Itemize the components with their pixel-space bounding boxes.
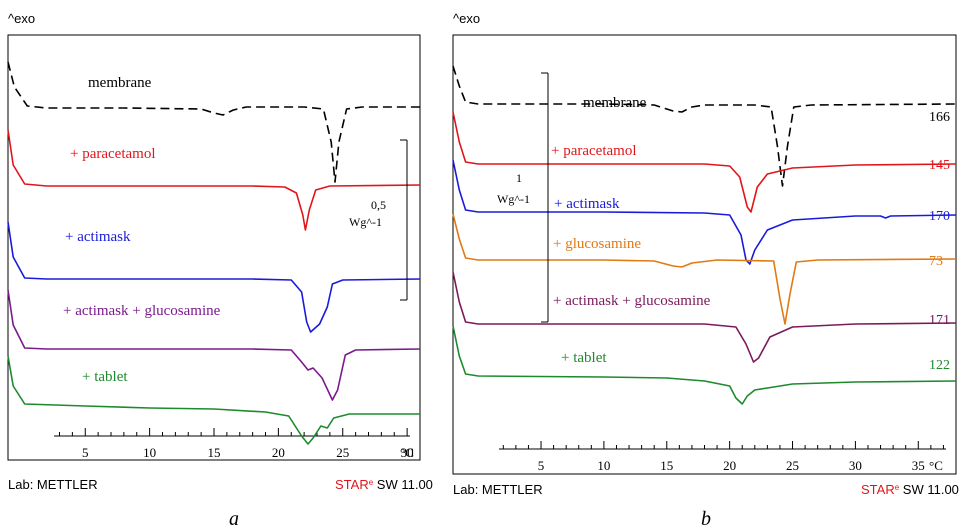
panel-b-footer-software: STARe SW 11.00 (861, 482, 959, 497)
panel-b-curve-actimask-glucosamine (452, 271, 957, 363)
panel-a-label-membrane: membrane (88, 75, 152, 91)
panel-a-footer-lab: Lab: METTLER (8, 477, 98, 492)
panel-b-frame (452, 34, 957, 475)
panel-a-exo-label: ^exo (8, 11, 35, 26)
x-tick-label: 35 (912, 458, 925, 473)
x-tick-label: 30 (849, 458, 862, 473)
panel-b-end-label-actimask-glucosamine: 171 (929, 313, 950, 328)
panel-b-caption: b (701, 508, 711, 530)
panel-b-x-unit: °C (929, 458, 943, 473)
panel-b-curve-glucosamine (452, 213, 957, 325)
panel-b-scale-value: 1 (516, 171, 522, 185)
panel-b-label-membrane: membrane (583, 95, 647, 111)
panel-b-curve-paracetamol (452, 111, 957, 213)
panel-a-x-axis (54, 428, 410, 437)
x-tick-label: 20 (723, 458, 736, 473)
panel-b-x-axis (499, 441, 946, 450)
panel-a-curve-tablet (7, 355, 420, 445)
x-tick-label: 10 (597, 458, 610, 473)
panel-a-curves (7, 61, 421, 445)
panel-a-caption: a (229, 508, 239, 530)
panel-b-label-glucosamine: + glucosamine (553, 236, 641, 252)
panel-b-scale-unit: Wg^-1 (497, 192, 530, 206)
panel-b-end-label-actimask: 170 (929, 209, 950, 224)
x-tick-label: 15 (660, 458, 673, 473)
panel-a-curve-actimask-glucosamine (7, 289, 421, 401)
panel-a-x-tick-labels: 5 10 15 20 25 30 (82, 445, 414, 460)
panel-b-end-label-membrane: 166 (929, 110, 950, 125)
panel-a-x-unit: °C (400, 445, 414, 460)
panel-a-curve-membrane (7, 61, 420, 183)
panel-a-label-paracetamol: + paracetamol (70, 146, 156, 162)
panel-a-scale-bar: 0,5 Wg^-1 (349, 139, 408, 301)
panel-b-curve-tablet (452, 325, 957, 405)
panel-b-label-actimask-glucosamine: + actimask + glucosamine (553, 293, 711, 309)
panel-b-label-paracetamol: + paracetamol (551, 143, 637, 159)
panel-b-end-label-glucosamine: 73 (929, 254, 943, 269)
panel-b-label-actimask: + actimask (554, 196, 620, 212)
panel-b-curve-membrane (452, 65, 957, 187)
panel-a-scale-unit: Wg^-1 (349, 215, 382, 229)
panel-b-end-label-tablet: 122 (929, 358, 950, 373)
panel-b-curve-actimask (452, 159, 957, 265)
panel-a-curve-paracetamol (7, 129, 421, 231)
x-tick-label: 10 (143, 445, 156, 460)
panel-b-exo-label: ^exo (453, 11, 480, 26)
x-tick-label: 15 (208, 445, 221, 460)
panel-a-curve-actimask (7, 221, 421, 333)
x-tick-label: 30 (401, 445, 414, 460)
panel-a-label-actimask: + actimask (65, 229, 131, 245)
x-tick-label: 25 (786, 458, 799, 473)
panel-b-label-tablet: + tablet (561, 350, 607, 366)
panel-b-x-tick-labels: 5 10 15 20 25 30 35 (538, 458, 925, 473)
panel-a-label-tablet: + tablet (82, 369, 128, 385)
panel-a-label-actimask-glucosamine: + actimask + glucosamine (63, 303, 221, 319)
panel-a-scale-value: 0,5 (371, 198, 386, 212)
panel-a: ^exo 5 10 15 20 25 30 °C membrane + paracetam… (7, 11, 433, 530)
x-tick-label: 20 (272, 445, 285, 460)
panel-b-scale-bar: 1 Wg^-1 (497, 72, 549, 323)
panel-b-end-label-paracetamol: 145 (929, 158, 950, 173)
x-tick-label: 5 (538, 458, 545, 473)
panel-b-footer-lab: Lab: METTLER (453, 482, 543, 497)
panel-a-frame (7, 34, 421, 461)
x-tick-label: 25 (336, 445, 349, 460)
x-tick-label: 5 (82, 445, 89, 460)
panel-a-footer-software: STARe SW 11.00 (335, 477, 433, 492)
panel-b: ^exo 5 10 15 20 25 30 35 °C 1 Wg^-1 membrane +… (452, 11, 959, 530)
panel-b-curves (452, 65, 957, 405)
